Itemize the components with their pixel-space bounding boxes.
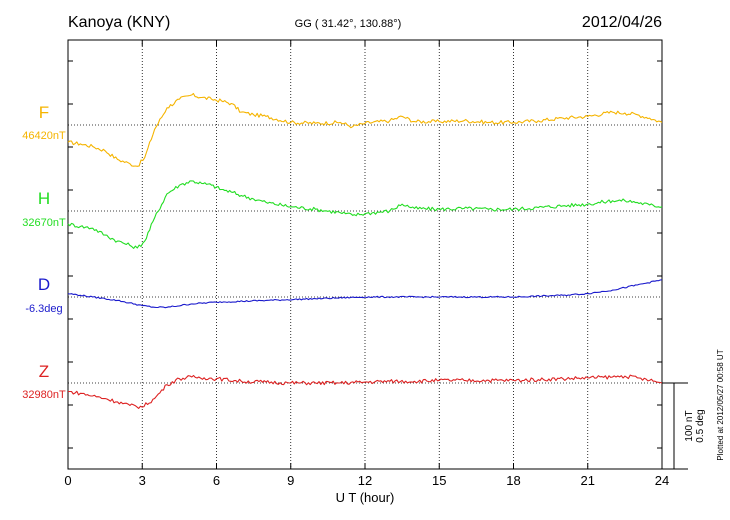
series-name-H: H bbox=[38, 189, 50, 208]
scale-bar-deg-label: 0.5 deg bbox=[695, 409, 706, 442]
x-axis-title: U T (hour) bbox=[336, 490, 395, 505]
x-tick-label: 9 bbox=[287, 473, 294, 488]
series-line-Z bbox=[67, 374, 663, 409]
scale-bar-nt-label: 100 nT bbox=[684, 410, 695, 441]
series-name-Z: Z bbox=[39, 362, 49, 381]
x-tick-label: 0 bbox=[64, 473, 71, 488]
station-title: Kanoya (KNY) bbox=[68, 14, 170, 31]
x-tick-label: 18 bbox=[506, 473, 520, 488]
tick-layer: 0 3 6 9 12 15 18 21 24 bbox=[64, 40, 669, 488]
component-labels: F 46420nT H 32670nT D -6.3deg Z 32980nT bbox=[22, 103, 66, 401]
station-coordinates: GG ( 31.42°, 130.88°) bbox=[295, 18, 402, 30]
grid-layer bbox=[68, 40, 662, 469]
x-tick-label: 15 bbox=[432, 473, 446, 488]
series-line-H bbox=[67, 180, 663, 249]
series-baseline-label-D: -6.3deg bbox=[25, 303, 62, 315]
x-tick-label: 24 bbox=[655, 473, 669, 488]
series-name-F: F bbox=[39, 103, 49, 122]
x-tick-label: 3 bbox=[139, 473, 146, 488]
series-name-D: D bbox=[38, 275, 50, 294]
series-baseline-label-H: 32670nT bbox=[22, 217, 66, 229]
date-label: 2012/04/26 bbox=[582, 14, 662, 31]
series-line-F bbox=[67, 92, 663, 167]
series-baseline-label-Z: 32980nT bbox=[22, 389, 66, 401]
plotted-at-note: Plotted at 2012/05/27 00:58 UT bbox=[716, 349, 725, 460]
series-baseline-label-F: 46420nT bbox=[22, 130, 66, 142]
series-line-D bbox=[67, 279, 663, 309]
x-tick-label: 21 bbox=[581, 473, 595, 488]
plot-frame bbox=[67, 39, 663, 470]
scale-bar: 100 nT 0.5 deg bbox=[662, 382, 706, 470]
x-tick-label: 12 bbox=[358, 473, 372, 488]
series-layer bbox=[67, 92, 663, 409]
x-tick-label: 6 bbox=[213, 473, 220, 488]
